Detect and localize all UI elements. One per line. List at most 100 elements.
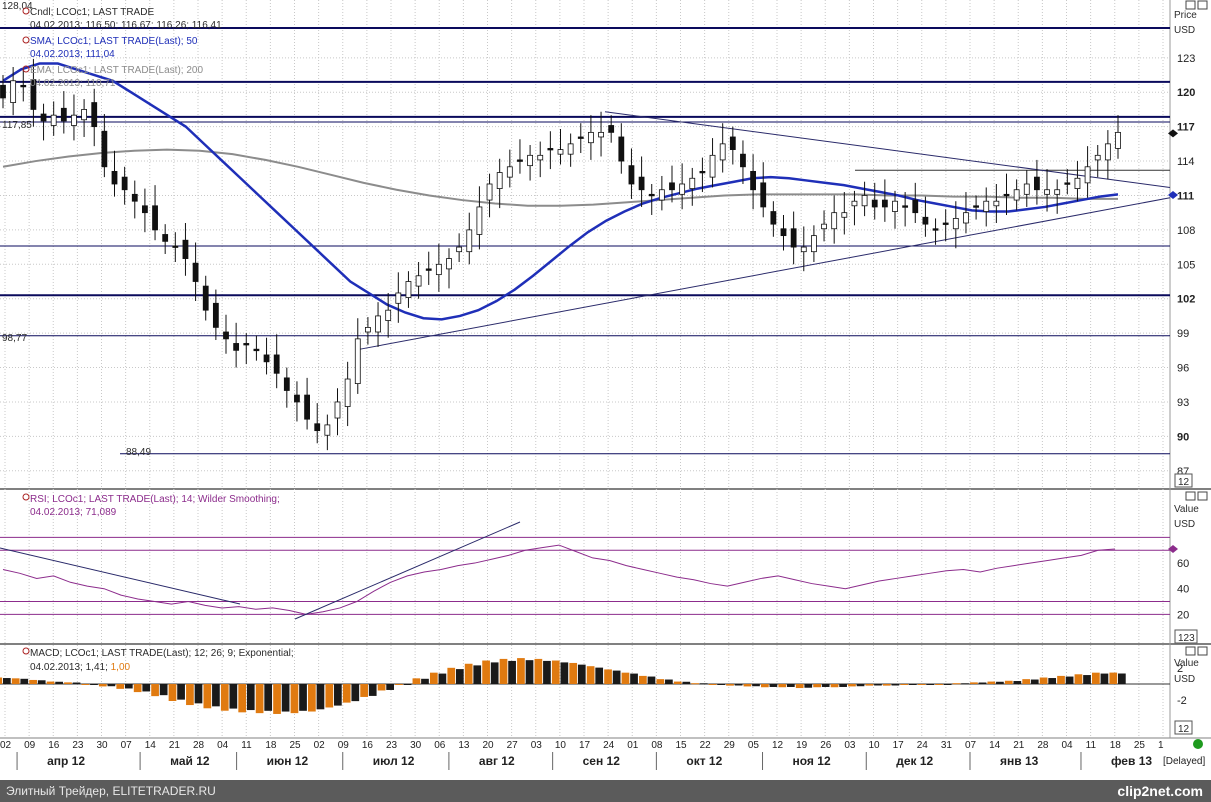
candle-body bbox=[1064, 182, 1071, 185]
macd-signal-bar bbox=[159, 684, 168, 696]
candle-body bbox=[233, 343, 240, 351]
rsi-trendline-up bbox=[294, 521, 521, 620]
candle-body bbox=[365, 326, 371, 333]
macd-signal-bar bbox=[543, 660, 551, 684]
price-tick-label: 93 bbox=[1177, 397, 1189, 409]
macd-bar bbox=[342, 684, 351, 703]
candle-body bbox=[212, 302, 219, 328]
price-minimize-button[interactable] bbox=[1185, 0, 1196, 10]
rsi-scale-box[interactable] bbox=[1174, 629, 1198, 644]
x-axis: 02 09 16 23 30 07 14 21 28 04 11 18 25 02 09 16 23 30 06 13… bbox=[0, 740, 1164, 770]
candle-body bbox=[405, 281, 412, 298]
macd-signal-bar bbox=[1065, 676, 1074, 684]
macd-bar bbox=[830, 684, 839, 688]
macd-minimize-button[interactable] bbox=[1185, 646, 1196, 656]
macd-signal-bar bbox=[473, 665, 482, 684]
macd-signal-bar bbox=[212, 684, 220, 707]
rsi-tick-label: 40 bbox=[1177, 584, 1189, 596]
macd-bar bbox=[848, 684, 856, 687]
macd-bar bbox=[308, 684, 316, 712]
macd-signal-bar bbox=[386, 684, 395, 690]
macd-signal-bar bbox=[142, 684, 151, 692]
trendlines bbox=[359, 111, 1171, 350]
macd-bar bbox=[865, 684, 874, 686]
candle-body bbox=[658, 189, 665, 201]
level-label-1: 117,85 bbox=[2, 120, 32, 131]
ema-200-line bbox=[2, 148, 1118, 207]
macd-signal-bar bbox=[525, 660, 534, 684]
macd-bar bbox=[882, 684, 891, 686]
macd-scale-box[interactable] bbox=[1174, 720, 1193, 735]
day-label: 03 bbox=[844, 740, 856, 751]
macd-signal-bar bbox=[490, 662, 499, 684]
macd-bar bbox=[29, 679, 37, 684]
candle-body bbox=[30, 79, 37, 110]
price-tick-label: 90 bbox=[1177, 431, 1189, 443]
candle-body bbox=[253, 348, 260, 352]
rsi-tick-label: 60 bbox=[1177, 558, 1189, 570]
candle-body bbox=[395, 292, 402, 304]
day-label: 26 bbox=[820, 740, 832, 751]
macd-bar bbox=[1074, 674, 1083, 684]
macd-bar bbox=[813, 684, 821, 688]
macd-signal-bar bbox=[264, 684, 273, 711]
macd-close-button[interactable] bbox=[1197, 646, 1208, 656]
macd-signal-bar bbox=[421, 678, 429, 684]
macd-bar bbox=[168, 684, 177, 701]
macd-bar bbox=[586, 666, 595, 684]
candle-body bbox=[517, 159, 523, 162]
candle-body bbox=[182, 239, 189, 259]
rsi-minimize-button[interactable] bbox=[1185, 491, 1196, 501]
macd-signal-bar bbox=[682, 681, 691, 684]
day-label: 02 bbox=[0, 740, 12, 751]
day-label: 07 bbox=[965, 740, 977, 751]
day-label: 25 bbox=[290, 740, 302, 751]
macd-signal-bar bbox=[316, 684, 325, 710]
price-scale-box[interactable] bbox=[1174, 473, 1193, 488]
day-label: 14 bbox=[989, 740, 1001, 751]
candle-body bbox=[121, 176, 128, 191]
candle-body bbox=[304, 394, 310, 420]
day-label: 23 bbox=[72, 740, 84, 751]
macd-bar bbox=[935, 684, 943, 685]
legend-ema-icon[interactable] bbox=[22, 65, 30, 73]
candle-body bbox=[273, 354, 280, 374]
day-label: 16 bbox=[48, 740, 60, 751]
macd-bar bbox=[691, 683, 700, 685]
legend-sma-icon[interactable] bbox=[22, 36, 30, 44]
macd-bar bbox=[464, 663, 473, 684]
month-label: сен 12 bbox=[583, 754, 621, 768]
macd-bar bbox=[0, 677, 3, 684]
candle-body bbox=[841, 212, 848, 218]
price-tick-label: 96 bbox=[1177, 363, 1189, 375]
price-close-button[interactable] bbox=[1197, 0, 1208, 10]
macd-bar bbox=[795, 684, 804, 689]
candle-body bbox=[993, 200, 1000, 207]
macd-signal-bar bbox=[769, 684, 778, 687]
rsi-value-marker bbox=[1168, 544, 1178, 553]
day-label: 17 bbox=[579, 740, 591, 751]
day-label: 03 bbox=[531, 740, 543, 751]
macd-bar bbox=[900, 684, 909, 685]
macd-signal-bar bbox=[734, 684, 743, 686]
price-tick-label: 105 bbox=[1177, 259, 1195, 271]
legend-macd-icon[interactable] bbox=[22, 647, 30, 655]
macd-signal-bar bbox=[717, 684, 726, 685]
candle-body bbox=[770, 211, 777, 225]
candle-body bbox=[800, 246, 807, 253]
legend-candle-icon[interactable] bbox=[22, 7, 30, 15]
legend-rsi-values: 04.02.2013; 71,089 bbox=[30, 507, 117, 518]
rsi-close-button[interactable] bbox=[1197, 491, 1208, 501]
candle-body bbox=[263, 354, 270, 363]
macd-signal-bar bbox=[612, 670, 621, 684]
legend-candle-values: 04.02.2013; 116,50; 116,67; 116,26; 116,… bbox=[30, 20, 222, 31]
macd-bar bbox=[255, 684, 264, 714]
macd-signal-bar bbox=[351, 684, 360, 702]
candle-body bbox=[760, 182, 767, 208]
macd-bar bbox=[673, 681, 682, 684]
macd-signal-bar bbox=[630, 673, 638, 684]
legend-rsi-icon[interactable] bbox=[22, 493, 30, 501]
candle-body bbox=[527, 154, 533, 167]
day-label: 17 bbox=[893, 740, 905, 751]
macd-bar bbox=[220, 684, 229, 711]
